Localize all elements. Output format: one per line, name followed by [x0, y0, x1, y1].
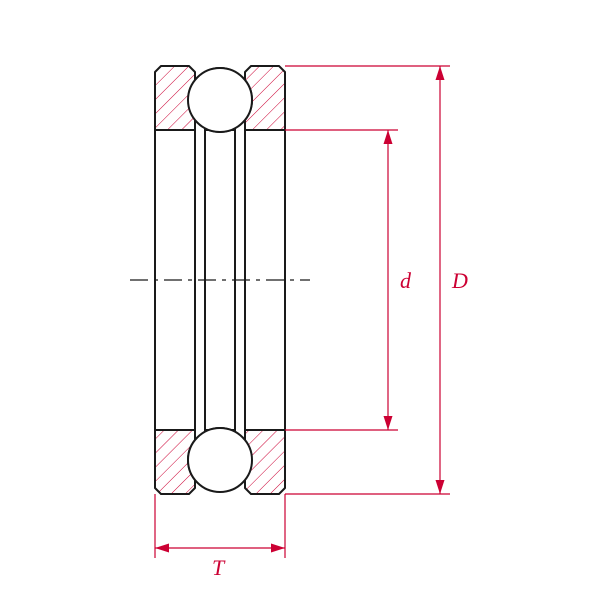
bearing-diagram: Td D [0, 0, 600, 600]
dim-label-D: D [451, 268, 468, 293]
dim-label-T: T [212, 555, 226, 580]
dim-label-d: d [400, 268, 412, 293]
